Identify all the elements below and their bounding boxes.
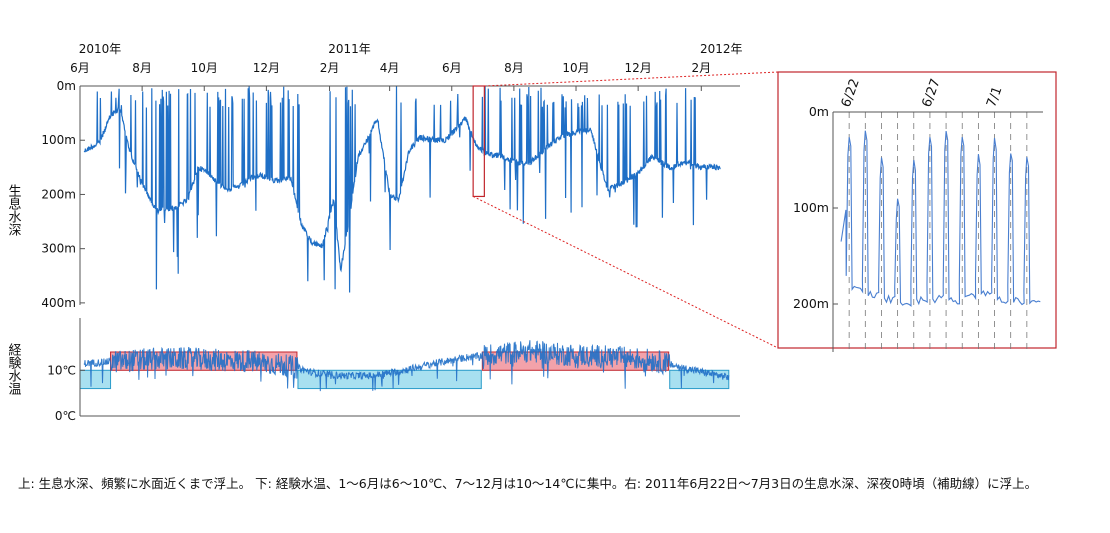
highlight-box — [472, 85, 485, 198]
temp-y-label: 経験水温 — [6, 343, 22, 395]
inset-y-tick-label: 200m — [793, 296, 829, 311]
temperature-band — [80, 369, 112, 390]
depth-x-tick-label: 6月 — [70, 61, 90, 75]
inset-y-tick-label: 100m — [793, 200, 829, 215]
inset-x-tick-label: 7/1 — [984, 85, 1005, 110]
depth-x-tick-label: 10月 — [562, 61, 589, 75]
depth-y-tick-label: 0m — [57, 79, 76, 93]
temperature-series — [83, 340, 730, 392]
temperature-line — [83, 340, 730, 392]
midnight-guides — [848, 112, 1028, 352]
depth-x-tick-label: 12月 — [625, 61, 652, 75]
depth-x-tick-label: 10月 — [191, 61, 218, 75]
zoom-connector-top — [484, 71, 779, 87]
depth-x-tick-label: 4月 — [380, 61, 400, 75]
figure-caption: 上: 生息水深、頻繁に水面近くまで浮上。 下: 経験水温、1～6月は6～10℃、… — [18, 476, 1038, 491]
temp-y-tick-label: 10℃ — [47, 363, 76, 377]
depth-x-tick-label: 8月 — [504, 61, 524, 75]
depth-y-tick-label: 300m — [41, 242, 76, 256]
depth-y-tick-label: 400m — [41, 296, 76, 310]
inset-depth-line — [840, 130, 1041, 307]
depth-x-tick-label: 2月 — [320, 61, 340, 75]
temp-y-ticks: 0℃ 10℃ — [47, 363, 85, 423]
depth-y-tick-label: 200m — [41, 187, 76, 201]
depth-series — [83, 86, 721, 293]
depth-x-tick-label: 2月 — [691, 61, 711, 75]
inset-y-tick-label: 0m — [809, 104, 829, 119]
depth-line — [83, 86, 721, 293]
depth-chart: 6月 2010年 8月 10月 12月 2月 2011年 4月 6月 8月 10月 12月 2月 2012… — [6, 42, 743, 310]
depth-x-year-label: 2010年 — [79, 42, 122, 56]
depth-x-ticks: 6月 2010年 8月 10月 12月 2月 2011年 4月 6月 8月 10月 12月 2月 2012… — [70, 42, 743, 91]
depth-y-tick-label: 100m — [41, 133, 76, 147]
depth-y-ticks: 0m 100m 200m 300m 400m — [41, 79, 85, 310]
depth-x-year-label: 2012年 — [700, 42, 743, 56]
depth-x-tick-label: 12月 — [253, 61, 280, 75]
depth-x-tick-label: 6月 — [442, 61, 462, 75]
temp-y-tick-label: 0℃ — [55, 409, 76, 423]
inset-frame — [777, 71, 1057, 349]
temperature-chart: 0℃ 10℃ 経験水温 — [6, 318, 740, 423]
depth-y-label: 生息水深 — [6, 184, 22, 236]
zoom-connector-bottom — [472, 195, 779, 349]
depth-x-tick-label: 8月 — [132, 61, 152, 75]
depth-x-year-label: 2011年 — [328, 42, 371, 56]
inset-depth-series — [840, 130, 1041, 307]
inset-y-ticks: 0m 100m 200m — [793, 104, 838, 311]
